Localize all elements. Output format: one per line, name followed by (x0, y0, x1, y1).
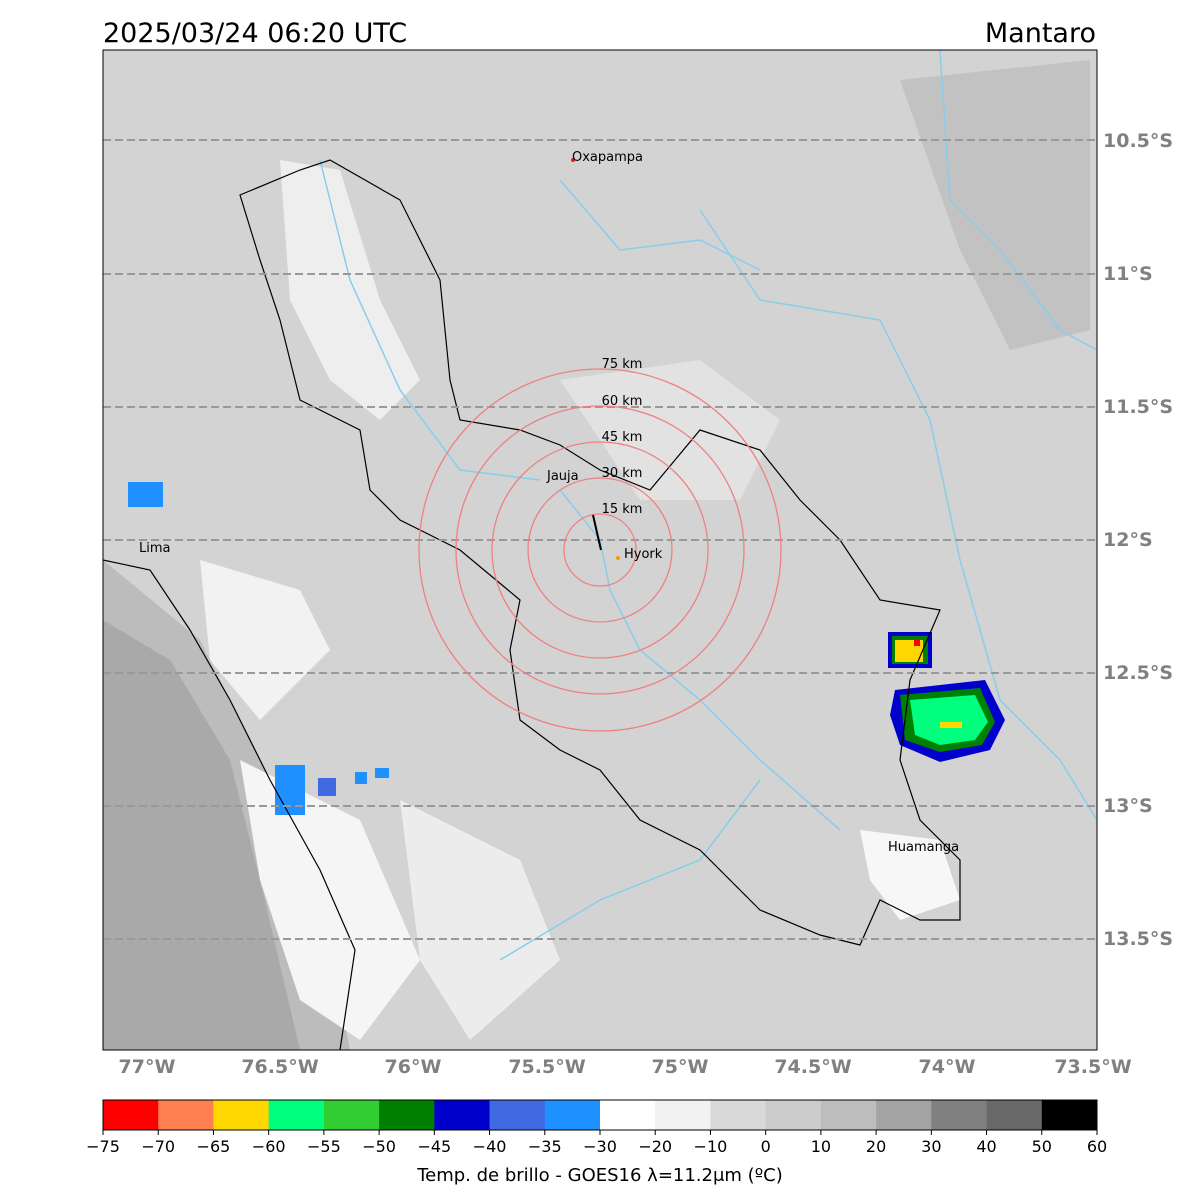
colorbar-cell (544, 1100, 601, 1130)
colorbar-cell (434, 1100, 491, 1130)
city-label: Huamanga (888, 840, 959, 855)
lon-label: 75.5°W (508, 1056, 585, 1078)
colorbar-tick-label: −20 (638, 1137, 672, 1156)
colorbar-cell (379, 1100, 435, 1130)
colorbar-tick-label: −35 (528, 1137, 562, 1156)
colorbar-tick-label: 10 (811, 1137, 831, 1156)
colorbar-tick-label: −75 (86, 1137, 120, 1156)
lon-label: 75°W (652, 1056, 709, 1078)
colorbar-cell (710, 1100, 767, 1130)
ring-label: 15 km (602, 502, 643, 517)
colorbar-tick-label: −65 (197, 1137, 231, 1156)
colorbar-tick-label: −45 (417, 1137, 451, 1156)
ring-label: 45 km (602, 430, 643, 445)
colorbar-cell (268, 1100, 325, 1130)
lat-label: 12°S (1103, 529, 1153, 551)
lon-label: 74.5°W (774, 1056, 851, 1078)
colorbar-cell (820, 1100, 877, 1130)
lon-label: 76°W (385, 1056, 442, 1078)
colorbar-tick-label: −10 (694, 1137, 728, 1156)
colorbar-tick-label: −70 (141, 1137, 175, 1156)
region: Mantaro (985, 18, 1096, 49)
colorbar-cell (158, 1100, 214, 1130)
lon-label: 73.5°W (1054, 1056, 1131, 1078)
colorbar-tick-label: 50 (1032, 1137, 1052, 1156)
lat-label: 12.5°S (1103, 662, 1173, 684)
colorbar-cell (655, 1100, 711, 1130)
city-label: Oxapampa (572, 150, 643, 165)
ring-label: 75 km (602, 357, 643, 372)
colorbar-tick-label: 40 (976, 1137, 996, 1156)
city-label: Hyork (624, 547, 663, 562)
ring-label: 60 km (602, 394, 643, 409)
colorbar-tick-label: 0 (761, 1137, 771, 1156)
city-label: Jauja (546, 469, 579, 484)
colorbar-cell (986, 1100, 1043, 1130)
colorbar-tick-label: 60 (1087, 1137, 1107, 1156)
colorbar-tick-label: 30 (921, 1137, 941, 1156)
colorbar-cell (323, 1100, 380, 1130)
lon-label: 76.5°W (241, 1056, 318, 1078)
colorbar-tick-label: −60 (252, 1137, 286, 1156)
ring-label: 30 km (602, 466, 643, 481)
lon-label: 74°W (919, 1056, 976, 1078)
colorbar-tick-label: −40 (473, 1137, 507, 1156)
lat-label: 11.5°S (1103, 396, 1173, 418)
colorbar-cell (1041, 1100, 1098, 1130)
colorbar-tick-label: −55 (307, 1137, 341, 1156)
colorbar-cell (213, 1100, 270, 1130)
colorbar-cell (765, 1100, 822, 1130)
lat-label: 13°S (1103, 795, 1153, 817)
colorbar-label: Temp. de brillo - GOES16 λ=11.2μm (ºC) (416, 1165, 783, 1186)
colorbar-tick-label: −30 (583, 1137, 617, 1156)
datetime: 2025/03/24 06:20 UTC (103, 18, 407, 49)
colorbar-cell (489, 1100, 546, 1130)
lat-label: 13.5°S (1103, 928, 1173, 950)
colorbar-cell (931, 1100, 988, 1130)
map: 15 km 30 km 45 km 60 km 75 km Oxapampa J… (102, 49, 1173, 1078)
city-label: Lima (139, 541, 170, 556)
lat-label: 10.5°S (1103, 130, 1173, 152)
lat-label: 11°S (1103, 263, 1153, 285)
colorbar: −75 −70 −65 −60 −55 −50 −45 −40 −35 −30 −20 −10 0 10 2… (86, 1099, 1107, 1156)
colorbar-cell (876, 1100, 932, 1130)
colorbar-tick-label: −50 (362, 1137, 396, 1156)
colorbar-cell (600, 1100, 656, 1130)
colorbar-cell (103, 1100, 159, 1130)
colorbar-tick-label: 20 (866, 1137, 886, 1156)
lon-label: 77°W (119, 1056, 176, 1078)
